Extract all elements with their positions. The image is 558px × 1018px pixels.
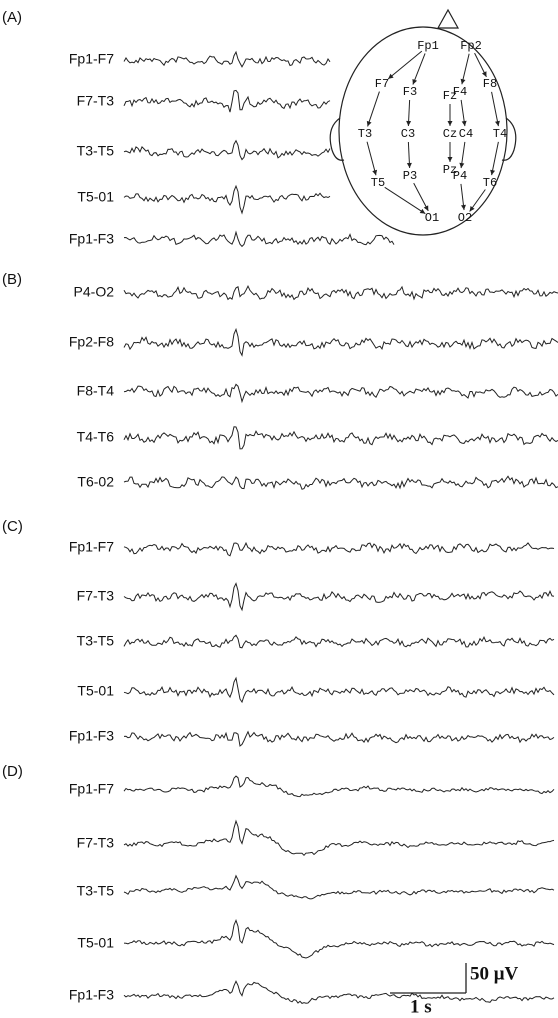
eeg-trace <box>123 919 555 959</box>
channel-label: Fp2-F8 <box>69 334 114 350</box>
montage-arrow <box>384 186 426 215</box>
channel-label: T5-01 <box>77 683 114 699</box>
channel-label: Fp1-F7 <box>69 51 114 67</box>
channel-label: T6-02 <box>77 474 114 490</box>
electrode-label: T6 <box>483 176 497 190</box>
channel-label: T5-01 <box>77 935 114 951</box>
eeg-trace <box>123 50 331 68</box>
channel-label: T3-T5 <box>77 883 115 899</box>
arrow-head <box>388 73 394 79</box>
montage-arrow <box>413 182 429 212</box>
electrode-label: C3 <box>401 127 415 141</box>
panel-label: (B) <box>2 271 22 288</box>
electrode-label: P3 <box>403 169 417 183</box>
eeg-trace <box>123 383 558 404</box>
electrode-label: Fp2 <box>460 39 482 53</box>
electrode-label: F4 <box>453 85 467 99</box>
eeg-trace <box>123 874 555 900</box>
arrow-head <box>419 208 426 214</box>
eeg-trace <box>123 475 558 490</box>
channel-label: T3-T5 <box>77 633 115 649</box>
electrode-label: O2 <box>458 211 472 225</box>
montage-arrow <box>491 141 499 176</box>
electrode-label: O1 <box>425 211 439 225</box>
arrow-head <box>490 169 496 176</box>
eeg-trace <box>123 730 555 747</box>
electrode-label: Cz <box>443 127 457 141</box>
arrow-head <box>406 162 412 169</box>
arrow-head <box>406 120 412 127</box>
arrow-head <box>447 121 453 126</box>
scale-amplitude: 50 μV <box>470 963 519 984</box>
nose <box>436 8 460 29</box>
channel-label: Fp1-F3 <box>69 231 114 247</box>
channel-label: Fp1-F3 <box>69 987 114 1003</box>
eeg-trace <box>123 634 555 649</box>
eeg-trace <box>123 327 558 357</box>
eeg-trace <box>123 230 395 248</box>
arrow-head <box>469 205 475 212</box>
electrode-label: C4 <box>459 127 473 141</box>
channel-label: F7-T3 <box>77 835 115 851</box>
montage-arrow <box>367 91 380 127</box>
channel-label: P4-O2 <box>74 284 115 300</box>
electrode-label: T5 <box>371 176 385 190</box>
montage-arrow <box>366 141 377 176</box>
montage-arrow <box>491 91 499 127</box>
eeg-trace <box>123 541 555 557</box>
eeg-trace <box>123 980 555 1004</box>
arrow-head <box>481 71 487 77</box>
channel-label: F7-T3 <box>77 588 115 604</box>
electrode-label: T4 <box>493 127 507 141</box>
electrode-label: Fz <box>443 89 457 103</box>
eeg-trace <box>123 426 558 450</box>
channel-label: T3-T5 <box>77 143 115 159</box>
channel-label: T5-01 <box>77 189 114 205</box>
arrow-head <box>461 120 467 127</box>
electrode-label: T3 <box>358 127 372 141</box>
arrow-head <box>459 162 465 169</box>
channel-label: T4-T6 <box>77 429 115 445</box>
montage-arrow <box>412 53 426 85</box>
electrode-label: F8 <box>483 77 497 91</box>
panel-label: (C) <box>2 518 23 535</box>
ear <box>501 117 517 161</box>
arrow-head <box>460 204 466 211</box>
panel-label: (A) <box>2 9 22 26</box>
eeg-trace <box>123 775 555 798</box>
channel-label: Fp1-F3 <box>69 728 114 744</box>
eeg-trace <box>123 184 331 215</box>
eeg-trace <box>123 819 555 857</box>
arrow-head <box>366 120 372 127</box>
eeg-trace <box>123 582 555 612</box>
electrode-label: Fp1 <box>417 39 439 53</box>
electrode-label: Pz <box>443 163 457 177</box>
arrow-head <box>372 169 378 176</box>
channel-label: F7-T3 <box>77 93 115 109</box>
eeg-trace <box>123 89 331 113</box>
montage-arrow <box>461 53 470 85</box>
channel-label: F8-T4 <box>77 383 115 399</box>
arrow-head <box>412 78 418 85</box>
channel-label: Fp1-F7 <box>69 539 114 555</box>
scale-time: 1 s <box>410 996 432 1017</box>
eeg-trace <box>123 139 331 161</box>
eeg-trace <box>123 284 558 301</box>
head-outline <box>338 26 508 236</box>
electrode-label: P4 <box>453 169 467 183</box>
electrode-label: F7 <box>375 77 389 91</box>
ear <box>329 117 345 161</box>
arrow-head <box>460 78 466 85</box>
arrow-head <box>423 205 429 211</box>
electrode-label: F3 <box>403 85 417 99</box>
channel-label: Fp1-F7 <box>69 781 114 797</box>
montage-arrow <box>387 50 423 80</box>
arrow-head <box>494 120 500 127</box>
eeg-trace <box>123 676 555 704</box>
panel-label: (D) <box>2 763 23 780</box>
arrow-head <box>447 157 453 162</box>
